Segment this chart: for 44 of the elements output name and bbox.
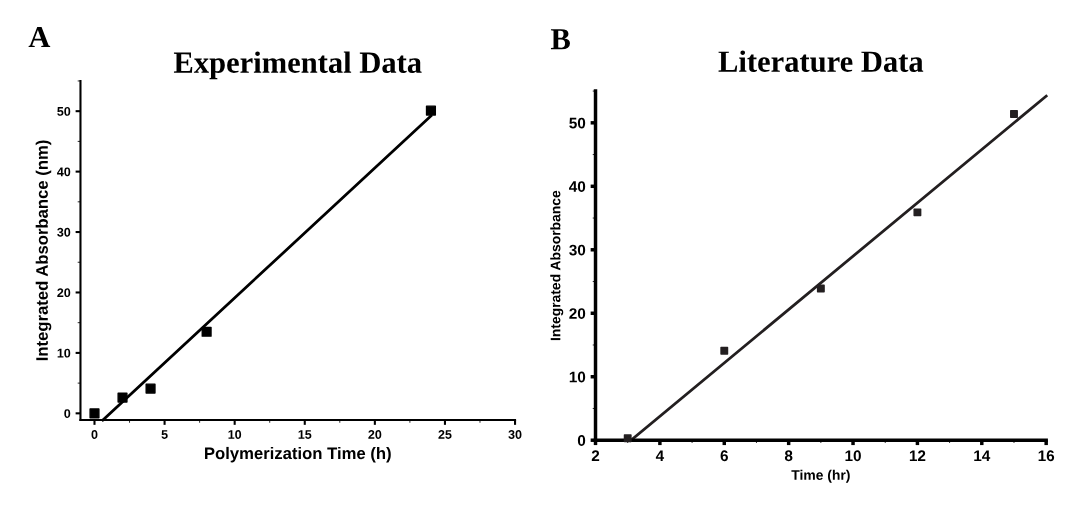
x-axis-title: Polymerization Time (h) bbox=[205, 446, 391, 463]
y-tick-label: 40 bbox=[569, 181, 586, 192]
x-tick-label: 30 bbox=[508, 430, 522, 439]
point bbox=[201, 326, 212, 337]
point bbox=[913, 208, 922, 217]
point bbox=[145, 383, 156, 394]
x-tick-label: 6 bbox=[720, 450, 728, 462]
y-tick-label: 50 bbox=[57, 106, 71, 116]
x-tick-label: 14 bbox=[974, 450, 991, 462]
y-tick-label: 30 bbox=[57, 227, 71, 237]
y-tick-label: 50 bbox=[569, 117, 586, 129]
x-tick-label: 4 bbox=[655, 450, 665, 462]
text: B bbox=[550, 29, 570, 50]
y-tick-label: 20 bbox=[57, 288, 71, 298]
point bbox=[117, 392, 128, 403]
x-tick-label: 10 bbox=[228, 430, 242, 439]
y-tick-label: 10 bbox=[569, 371, 586, 383]
x-tick-label: 25 bbox=[438, 430, 452, 439]
x-tick-label: 10 bbox=[845, 450, 861, 462]
point bbox=[1010, 109, 1018, 118]
point bbox=[720, 346, 729, 355]
chart-title: Experimental Data bbox=[173, 51, 422, 80]
x-tick-label: 16 bbox=[1038, 450, 1055, 462]
point bbox=[425, 105, 437, 116]
x-tick-label: 5 bbox=[161, 430, 168, 439]
point bbox=[623, 434, 632, 443]
chart-title: Literature Data bbox=[718, 50, 924, 73]
x-tick-label: 20 bbox=[368, 430, 382, 439]
text: A bbox=[28, 26, 51, 48]
y-tick-label: 30 bbox=[569, 244, 586, 256]
point bbox=[816, 284, 825, 293]
x-tick-label: 15 bbox=[298, 430, 312, 439]
x-tick-label: 8 bbox=[784, 450, 793, 462]
x-axis-title: Time (hr) bbox=[791, 469, 850, 483]
y-tick-label: 20 bbox=[569, 308, 586, 319]
y-tick-label: 10 bbox=[57, 348, 71, 358]
y-tick-label: 0 bbox=[64, 409, 71, 418]
x-tick-label: 12 bbox=[909, 450, 926, 462]
y-axis-title: Integrated Absorbance bbox=[550, 190, 564, 341]
y-tick-label: 40 bbox=[57, 167, 71, 177]
x-tick-label: 0 bbox=[91, 430, 98, 439]
y-axis-title: Integrated Absorbance (nm) bbox=[35, 140, 52, 361]
x-tick-label: 2 bbox=[591, 450, 600, 462]
point bbox=[89, 408, 100, 419]
